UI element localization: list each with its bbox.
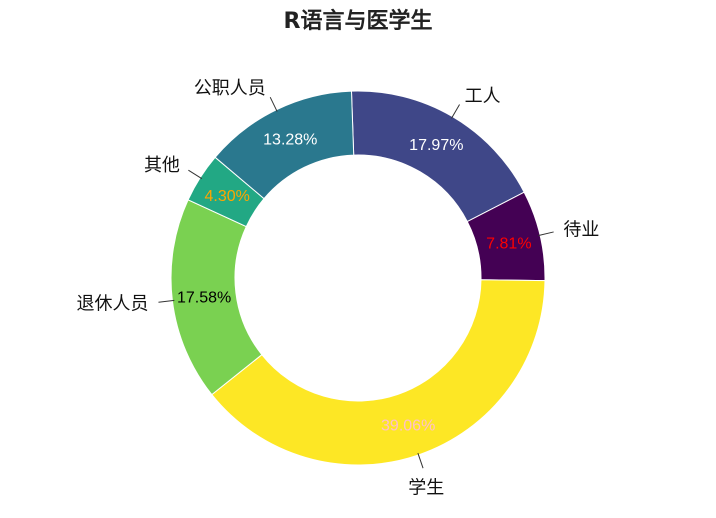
category-label-3: 退休人员 xyxy=(77,293,149,314)
percent-label-4: 4.30% xyxy=(205,188,250,205)
labels-layer: 17.97% 工人 7.81% 待业 39.06% 学生 17.58% 退休人员 4.30% 其他… xyxy=(77,78,600,498)
donut-slice-5 xyxy=(214,90,355,200)
category-label-0: 工人 xyxy=(465,86,501,107)
percent-label-1: 7.81% xyxy=(486,235,531,252)
percent-label-3: 17.58% xyxy=(177,290,231,307)
donut-slice-2 xyxy=(211,279,546,466)
leader-line-4 xyxy=(188,169,203,180)
chart-title: R语言与医学生 xyxy=(284,8,433,34)
category-label-2: 学生 xyxy=(408,478,444,499)
percent-label-2: 39.06% xyxy=(381,418,435,435)
slices-layer xyxy=(170,90,546,466)
category-label-1: 待业 xyxy=(563,220,599,241)
donut-slice-0 xyxy=(350,90,525,223)
leader-line-2 xyxy=(417,452,424,469)
leader-line-0 xyxy=(451,104,460,119)
percent-label-5: 13.28% xyxy=(263,132,317,149)
leader-line-3 xyxy=(158,299,175,303)
percent-label-0: 17.97% xyxy=(409,137,463,154)
leader-line-5 xyxy=(269,96,278,112)
category-label-4: 其他 xyxy=(144,155,180,176)
category-label-5: 公职人员 xyxy=(194,78,266,99)
leader-line-1 xyxy=(537,231,554,237)
